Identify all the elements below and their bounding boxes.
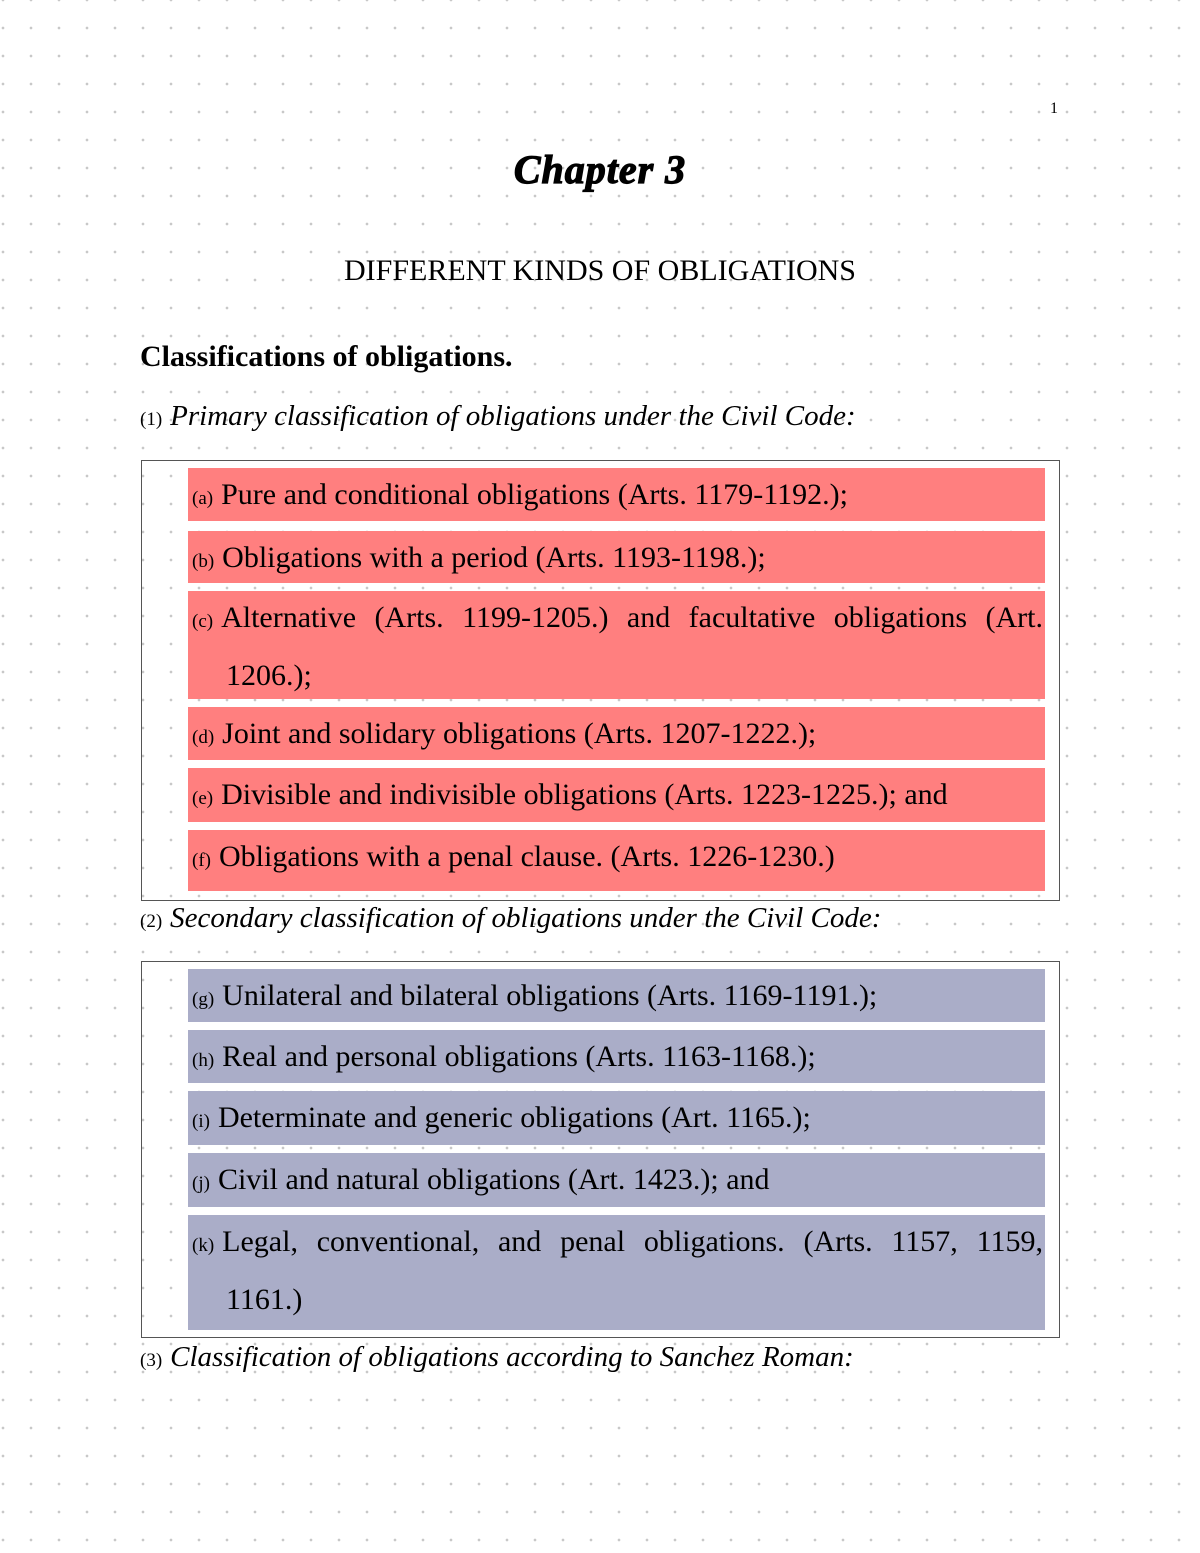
classification-title: Classification of obligations according … <box>170 1341 854 1373</box>
item-text: Civil and natural obligations (Art. 1423… <box>217 1163 770 1196</box>
list-item: (j) Civil and natural obligations (Art. 1… <box>188 1153 1045 1207</box>
item-text: Legal, conventional, and penal obligatio… <box>222 1225 1043 1316</box>
classification-number: (3) <box>140 1350 163 1371</box>
subheading: Classifications of obligations. <box>140 340 513 373</box>
item-text: Real and personal obligations (Arts. 116… <box>222 1040 816 1073</box>
item-text: Determinate and generic obligations (Art… <box>217 1101 811 1134</box>
item-label: (j) <box>192 1173 210 1194</box>
item-label: (k) <box>192 1235 215 1256</box>
classification-1-title: (1) Primary classification of obligations… <box>140 400 856 433</box>
list-item: (k) Legal, conventional, and penal obliga… <box>188 1215 1045 1330</box>
item-text: Obligations with a penal clause. (Arts. … <box>218 840 835 873</box>
list-item: (f) Obligations with a penal clause. (Art… <box>188 830 1045 891</box>
page-number: 1 <box>1050 100 1058 117</box>
secondary-classification-box: (g) Unilateral and bilateral obligations … <box>141 961 1060 1338</box>
list-item: (c) Alternative (Arts. 1199-1205.) and fa… <box>188 591 1045 699</box>
list-item: (h) Real and personal obligations (Arts. … <box>188 1030 1045 1083</box>
item-text: Unilateral and bilateral obligations (Ar… <box>222 979 878 1012</box>
list-item: (i) Determinate and generic obligations (… <box>188 1091 1045 1145</box>
item-label: (d) <box>192 727 215 748</box>
item-label: (c) <box>192 611 214 632</box>
classification-3-title: (3) Classification of obligations accordi… <box>140 1341 854 1374</box>
item-text: Alternative (Arts. 1199-1205.) and facul… <box>221 601 1043 692</box>
classification-number: (2) <box>140 911 163 932</box>
item-label: (e) <box>192 788 214 809</box>
classification-2-title: (2) Secondary classification of obligatio… <box>140 902 881 935</box>
primary-classification-box: (a) Pure and conditional obligations (Art… <box>141 460 1060 901</box>
item-label: (h) <box>192 1050 215 1071</box>
item-text: Pure and conditional obligations (Arts. … <box>221 478 848 511</box>
list-item: (b) Obligations with a period (Arts. 1193… <box>188 531 1045 583</box>
item-label: (i) <box>192 1111 210 1132</box>
section-heading: DIFFERENT KINDS OF OBLIGATIONS <box>344 254 856 287</box>
classification-title: Primary classification of obligations un… <box>170 400 856 432</box>
classification-number: (1) <box>140 409 163 430</box>
item-label: (f) <box>192 850 211 871</box>
list-item: (e) Divisible and indivisible obligations… <box>188 768 1045 822</box>
item-label: (a) <box>192 488 214 509</box>
list-item: (d) Joint and solidary obligations (Arts.… <box>188 707 1045 760</box>
list-item: (a) Pure and conditional obligations (Art… <box>188 468 1045 521</box>
list-item: (g) Unilateral and bilateral obligations … <box>188 969 1045 1022</box>
item-label: (g) <box>192 989 215 1010</box>
item-text: Divisible and indivisible obligations (A… <box>221 778 948 811</box>
chapter-title: Chapter 3 <box>513 146 687 192</box>
item-text: Obligations with a period (Arts. 1193-11… <box>222 541 766 574</box>
item-label: (b) <box>192 551 215 572</box>
classification-title: Secondary classification of obligations … <box>170 902 882 934</box>
item-text: Joint and solidary obligations (Arts. 12… <box>222 717 817 750</box>
